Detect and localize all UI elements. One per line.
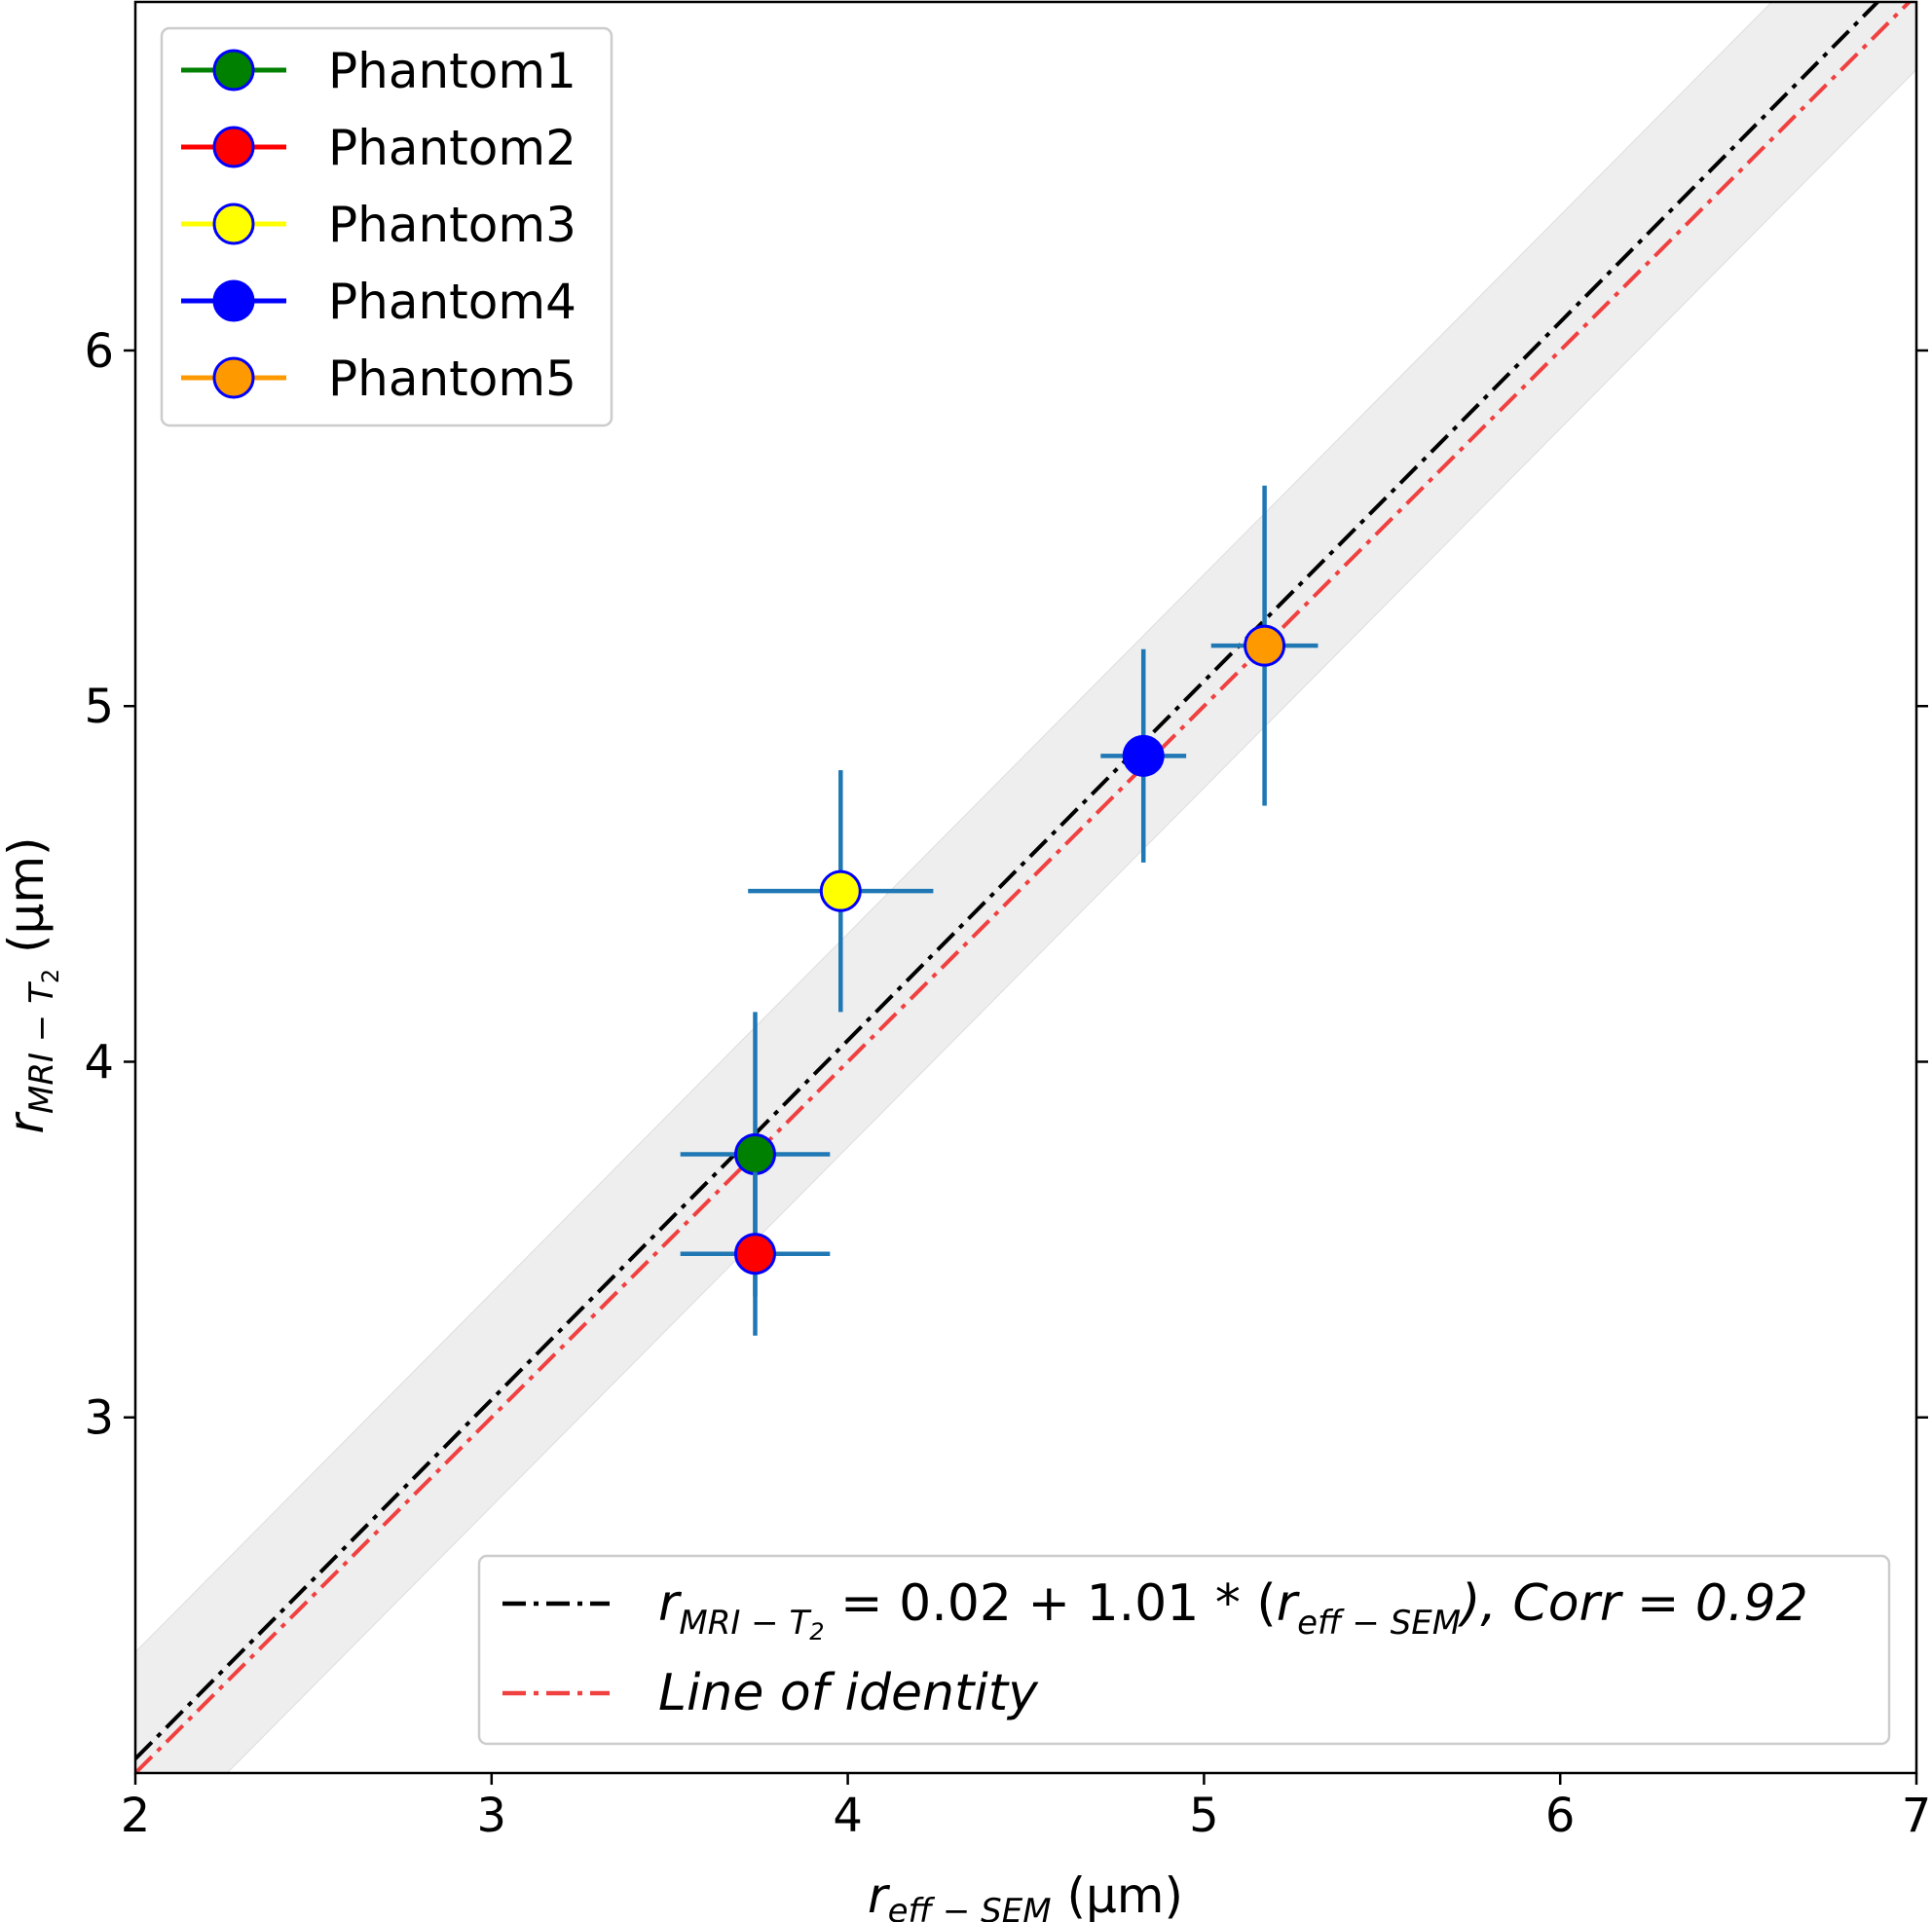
legend-label: Phantom4 (328, 274, 576, 330)
point-marker (1244, 624, 1286, 667)
x-axis-title: reff − SEM (μm) (868, 1867, 1183, 1922)
point-marker (733, 1132, 776, 1175)
legend-fit-rhs-main: r (1277, 1574, 1301, 1633)
legend-swatch-marker (212, 49, 255, 92)
y-tick-label: 3 (84, 1391, 114, 1446)
plot-frame (133, 0, 1918, 1775)
y-axis-title-sub: MRI − T (22, 981, 61, 1114)
y-axis-title-spacer (0, 953, 55, 969)
point-phantom3 (748, 769, 934, 1013)
y-axis-title-unit: (μm) (0, 836, 55, 953)
legend-item-phantom1: Phantom1 (181, 43, 576, 99)
legend-item-phantom2: Phantom2 (181, 120, 576, 176)
x-axis-title-main: r (868, 1867, 891, 1922)
legend-phantoms-frame (160, 26, 613, 427)
legend-item-phantom3: Phantom3 (181, 197, 576, 253)
legend-phantoms: Phantom1 Phantom2 Phantom3 Phantom4 Phantom5 (160, 26, 613, 427)
legend-fit-label: rMRI − T2 = 0.02 + 1.01 * (reff − SEM), … (658, 1574, 1808, 1645)
x-axis-title-unit: (μm) (1066, 1867, 1183, 1922)
x-tick-label: 5 (1189, 1789, 1219, 1843)
y-axis-title: rMRI − T2 (μm) (0, 836, 64, 1133)
point-phantom2 (680, 1171, 831, 1336)
legend-label: Phantom5 (328, 351, 576, 407)
legend-item-phantom4: Phantom4 (181, 274, 576, 330)
point-marker (733, 1233, 776, 1275)
x-axis-ticks: 2 3 4 5 6 7 (121, 1773, 1932, 1843)
x-tick-label: 2 (121, 1789, 151, 1843)
y-tick-label: 5 (84, 680, 114, 734)
legend-lines-frame (477, 1554, 1891, 1746)
y-axis-ticks: 3 4 5 6 (84, 324, 1928, 1446)
y-tick-label: 6 (84, 324, 114, 379)
point-marker (1122, 734, 1165, 777)
legend-label: Phantom1 (328, 43, 576, 99)
legend-swatch-marker (212, 203, 255, 245)
legend-fit-lhs-subsub: 2 (809, 1618, 824, 1645)
x-tick-label: 3 (477, 1789, 507, 1843)
legend-swatch-marker (212, 356, 255, 399)
fit-line (135, 2, 1880, 1760)
legend-label: Phantom3 (328, 197, 576, 253)
point-phantom5 (1210, 485, 1319, 806)
y-axis-title-main: r (0, 1111, 55, 1134)
x-axis-title-sub: eff − SEM (888, 1892, 1052, 1922)
x-tick-label: 4 (833, 1789, 863, 1843)
legend-item-phantom5: Phantom5 (181, 351, 576, 407)
legend-fit-lhs-sub: MRI − T (679, 1604, 811, 1643)
identity-line (135, 2, 1913, 1773)
x-tick-label: 7 (1902, 1789, 1932, 1843)
x-tick-label: 6 (1545, 1789, 1576, 1843)
point-phantom4 (1100, 648, 1187, 863)
point-marker (819, 869, 862, 912)
y-axis-title-subsub: 2 (37, 969, 64, 983)
legend-swatch-marker (212, 279, 255, 322)
legend-fit-mid: = 0.02 + 1.01 * ( (825, 1574, 1277, 1633)
legend-label: Phantom2 (328, 120, 576, 176)
y-tick-label: 4 (84, 1035, 114, 1090)
legend-fit-tail: ), Corr = 0.92 (1457, 1574, 1808, 1633)
legend-swatch-marker (212, 126, 255, 168)
x-axis-title-spacer (1052, 1867, 1067, 1922)
legend-fit-lhs-main: r (658, 1574, 683, 1633)
legend-lines: rMRI − T2 = 0.02 + 1.01 * (reff − SEM), … (477, 1554, 1891, 1746)
legend-fit-rhs-sub: eff − SEM (1297, 1604, 1461, 1643)
legend-identity-label: Line of identity (658, 1664, 1039, 1722)
data-points (680, 485, 1319, 1336)
